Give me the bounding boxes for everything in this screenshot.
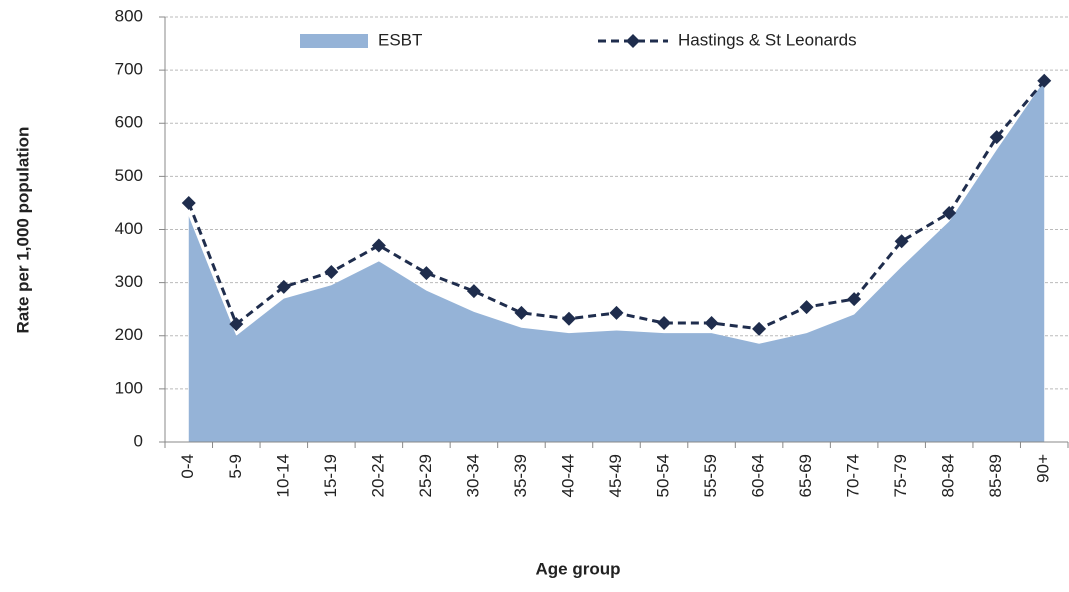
marker <box>989 130 1004 145</box>
y-tick-label: 0 <box>134 431 143 450</box>
y-axis-label: Rate per 1,000 population <box>13 127 32 334</box>
marker <box>942 206 957 221</box>
y-tick-label: 300 <box>115 272 143 291</box>
marker <box>229 317 244 332</box>
marker <box>466 284 481 299</box>
marker <box>1037 73 1052 88</box>
x-tick-label: 10-14 <box>273 454 292 497</box>
y-tick-label: 800 <box>115 6 143 25</box>
x-tick-label: 55-59 <box>701 454 720 497</box>
x-tick-label: 65-69 <box>796 454 815 497</box>
y-tick-label: 700 <box>115 60 143 79</box>
x-tick-label: 15-19 <box>321 454 340 497</box>
marker <box>609 305 624 320</box>
marker <box>514 305 529 320</box>
y-tick-label: 200 <box>115 325 143 344</box>
x-tick-label: 0-4 <box>178 454 197 479</box>
x-tick-label: 35-39 <box>511 454 530 497</box>
x-tick-label: 50-54 <box>654 454 673 497</box>
x-tick-label: 25-29 <box>416 454 435 497</box>
marker <box>657 316 672 330</box>
x-tick-label: 5-9 <box>226 454 245 479</box>
marker <box>894 234 909 249</box>
x-tick-label: 85-89 <box>986 454 1005 497</box>
marker <box>752 321 767 336</box>
legend-marker <box>626 34 640 48</box>
marker <box>276 279 291 294</box>
x-tick-label: 40-44 <box>558 454 577 497</box>
y-tick-label: 600 <box>115 113 143 132</box>
marker <box>799 300 814 315</box>
marker <box>324 265 339 279</box>
marker <box>847 292 862 307</box>
x-tick-label: 70-74 <box>844 454 863 497</box>
x-tick-label: 80-84 <box>939 454 958 497</box>
x-tick-label: 75-79 <box>891 454 910 497</box>
marker <box>704 316 719 330</box>
y-tick-label: 500 <box>115 166 143 185</box>
x-tick-label: 20-24 <box>368 454 387 497</box>
x-tick-label: 45-49 <box>606 454 625 497</box>
legend-swatch <box>300 34 368 48</box>
legend-label: Hastings & St Leonards <box>678 30 857 49</box>
x-axis-label: Age group <box>536 559 621 578</box>
x-tick-label: 90+ <box>1034 454 1053 483</box>
y-tick-label: 100 <box>115 378 143 397</box>
marker <box>561 311 576 326</box>
y-tick-label: 400 <box>115 219 143 238</box>
x-tick-label: 30-34 <box>463 454 482 497</box>
legend-label: ESBT <box>378 30 422 49</box>
x-tick-label: 60-64 <box>749 454 768 497</box>
area <box>188 80 1045 442</box>
marker <box>419 266 434 281</box>
marker <box>371 238 386 253</box>
marker <box>181 195 196 210</box>
